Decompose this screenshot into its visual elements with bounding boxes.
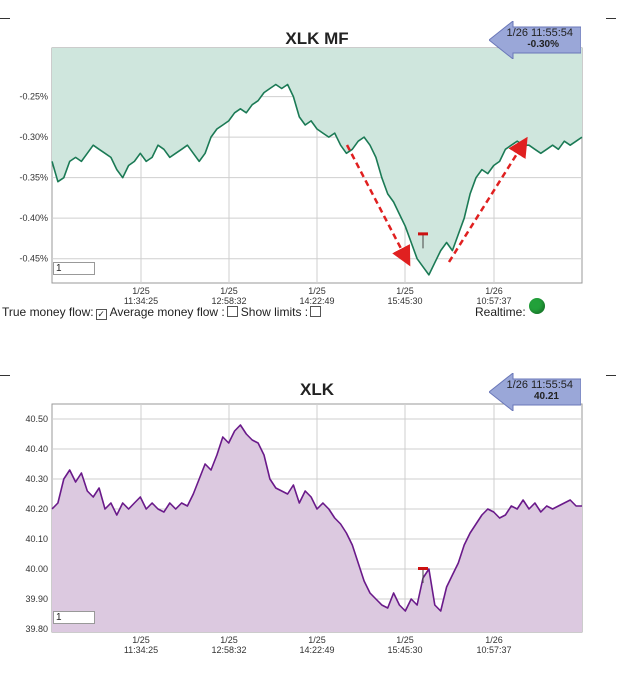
y-tick-label: 40.10 [25, 534, 48, 544]
x-tick-date: 1/25 [220, 635, 238, 645]
average-money-flow-checkbox[interactable] [226, 306, 238, 317]
y-tick-label: -0.45% [19, 254, 48, 264]
x-tick-date: 1/25 [396, 286, 414, 296]
marker-cap [418, 567, 428, 570]
series-area [52, 425, 582, 632]
badge-time: 1/26 11:55:54 [506, 27, 573, 39]
badge-value: 40.21 [533, 391, 559, 402]
money-flow-chart: -0.25%-0.30%-0.35%-0.40%-0.45%1/2511:34:… [19, 47, 583, 306]
badge-value: -0.30% [527, 39, 559, 50]
true-money-flow-label: True money flow: [2, 305, 94, 319]
arrow-left-icon [489, 21, 581, 59]
x-tick-date: 1/25 [308, 286, 326, 296]
x-tick-date: 1/25 [132, 286, 150, 296]
x-tick-time: 12:58:32 [211, 645, 246, 655]
realtime-label: Realtime: [475, 305, 526, 319]
x-tick-date: 1/25 [132, 635, 150, 645]
trend-arrow-down [345, 144, 411, 267]
x-tick-time: 11:34:25 [124, 645, 158, 655]
series-line [51, 83, 583, 276]
x-tick-date: 1/25 [220, 286, 238, 296]
trend-arrow-up [447, 136, 528, 263]
series-line [51, 424, 582, 612]
chart-options: True money flow: ✓ Average money flow : Sho… [2, 305, 324, 320]
period-input[interactable]: 1 [53, 611, 95, 624]
x-tick-time: 11:34:25 [124, 296, 158, 306]
realtime-status-icon[interactable] [529, 298, 545, 314]
y-tick-label: 40.00 [25, 564, 48, 574]
x-tick-time: 15:45:30 [387, 645, 422, 655]
average-money-flow-label: Average money flow : [109, 305, 225, 319]
show-limits-label: Show limits : [240, 305, 309, 319]
price-chart: 40.50 40.40 40.30 40.20 40.10 40.00 39.90 39.80… [25, 403, 583, 655]
right-edge-marker [606, 375, 616, 376]
y-tick-label: -0.30% [19, 132, 48, 142]
period-input[interactable]: 1 [53, 262, 95, 275]
mf-value-badge: 1/26 11:55:54 -0.30% [489, 21, 581, 59]
show-limits-checkbox[interactable] [310, 306, 322, 317]
x-tick-time: 10:57:37 [476, 645, 511, 655]
price-value-badge: 1/26 11:55:54 40.21 [489, 373, 581, 411]
x-tick-date: 1/26 [485, 286, 503, 296]
x-tick-time: 10:57:37 [476, 296, 511, 306]
left-edge-marker [0, 375, 10, 376]
x-tick-date: 1/25 [308, 635, 326, 645]
left-edge-marker [0, 18, 10, 19]
x-tick-time: 14:22:49 [299, 296, 334, 306]
chart-title-mf: XLK MF [285, 29, 349, 48]
y-tick-label: 39.90 [25, 594, 48, 604]
arrow-left-icon [489, 373, 581, 411]
right-edge-marker [606, 18, 616, 19]
series-area [52, 48, 582, 275]
y-tick-label: 40.40 [25, 444, 48, 454]
badge-time: 1/26 11:55:54 [506, 379, 573, 391]
y-tick-label: -0.25% [19, 92, 48, 102]
x-tick-date: 1/25 [396, 635, 414, 645]
y-tick-label: -0.35% [19, 173, 48, 183]
x-tick-date: 1/26 [485, 635, 503, 645]
marker-cap [418, 232, 428, 236]
chart-title-xlk: XLK [300, 380, 334, 399]
x-tick-time: 14:22:49 [299, 645, 334, 655]
x-tick-time: 12:58:32 [211, 296, 246, 306]
true-money-flow-checkbox[interactable]: ✓ [95, 309, 107, 320]
y-tick-label: 40.20 [25, 504, 48, 514]
y-tick-label: 39.80 [25, 624, 48, 634]
y-tick-label: -0.40% [19, 213, 48, 223]
y-tick-label: 40.50 [25, 414, 48, 424]
y-tick-label: 40.30 [25, 474, 48, 484]
x-tick-time: 15:45:30 [387, 296, 422, 306]
